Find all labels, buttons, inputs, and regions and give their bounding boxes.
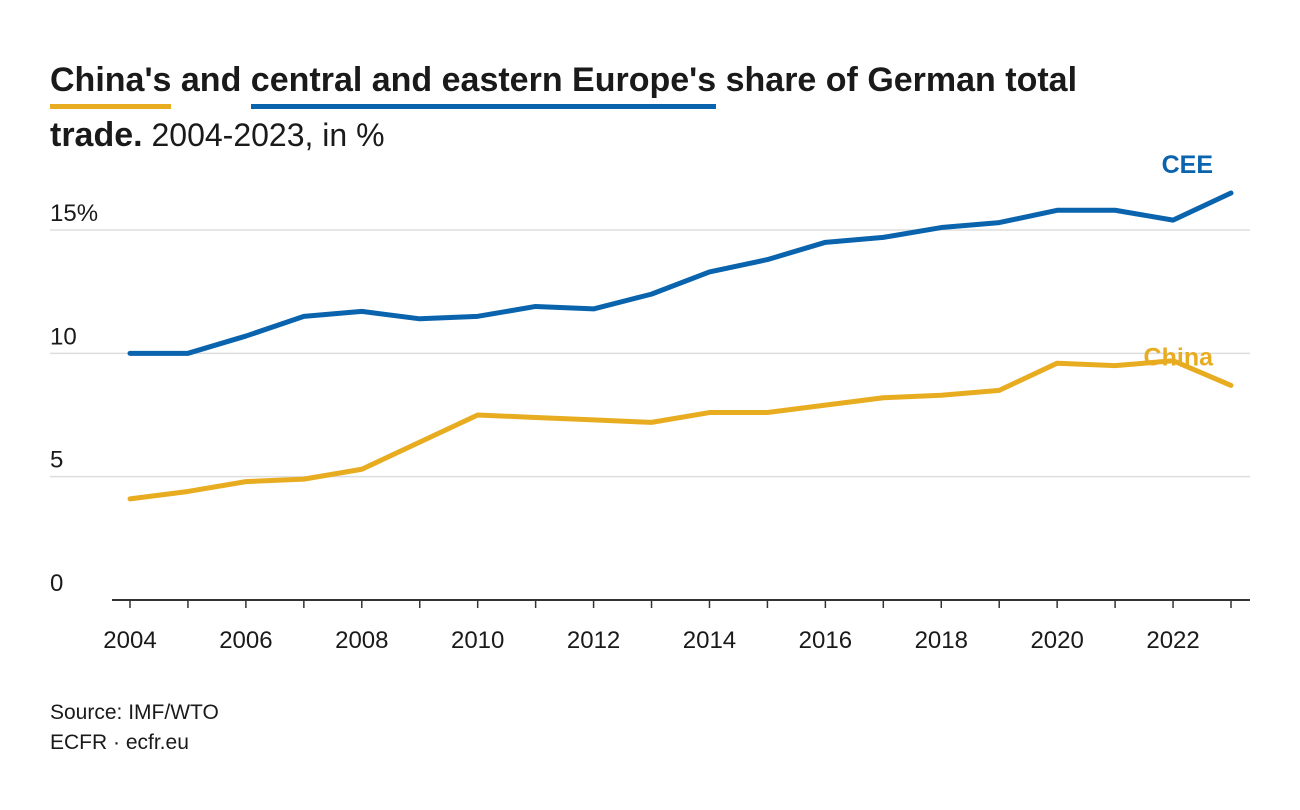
title-cee-highlight: central and eastern Europe's	[250, 60, 717, 109]
x-tick-label: 2008	[335, 627, 388, 654]
chart-title: China's and central and eastern Europe's…	[50, 54, 1270, 161]
x-tick-label: 2012	[567, 627, 620, 654]
y-tick-label: 0	[50, 570, 63, 597]
x-tick-label: 2004	[103, 627, 156, 654]
source-line: Source: IMF/WTO	[50, 701, 219, 724]
x-tick-label: 2022	[1146, 627, 1199, 654]
chart-subtitle: 2004-2023, in %	[142, 117, 385, 153]
publisher-line: ECFR · ecfr.eu	[50, 731, 189, 754]
y-tick-label: 10	[50, 323, 77, 350]
series-line-china	[127, 358, 1234, 502]
x-tick-label: 2016	[799, 627, 852, 654]
x-tick-label: 2010	[451, 627, 504, 654]
x-tick-label: 2020	[1030, 627, 1083, 654]
x-tick-label: 2006	[219, 627, 272, 654]
source-note: Source: IMF/WTO ECFR · ecfr.eu	[50, 698, 219, 758]
series-label-china: China	[1144, 343, 1215, 371]
x-tick-label: 2014	[683, 627, 736, 654]
title-and: and	[171, 61, 251, 99]
series-line-cee	[127, 190, 1234, 356]
y-tick-label: 5	[50, 447, 63, 474]
series-label-cee: CEE	[1162, 151, 1213, 179]
x-tick-label: 2018	[915, 627, 968, 654]
title-china-highlight: China's	[50, 60, 172, 109]
y-tick-label: 15%	[50, 200, 98, 227]
title-trade: trade.	[50, 116, 143, 154]
title-rest: share of German total	[716, 61, 1078, 99]
